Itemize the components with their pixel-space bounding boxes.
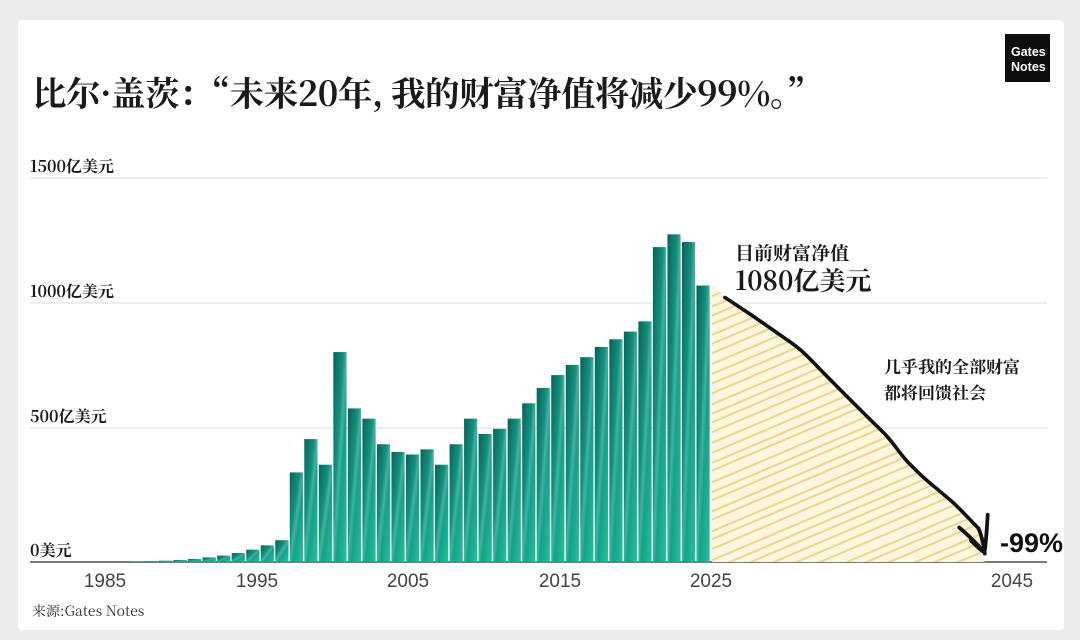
svg-text:1500亿美元: 1500亿美元 — [30, 154, 114, 177]
svg-text:1995: 1995 — [236, 571, 278, 592]
svg-text:都将回馈社会: 都将回馈社会 — [884, 379, 986, 404]
svg-text:1080亿美元: 1080亿美元 — [735, 261, 871, 298]
svg-text:1985: 1985 — [84, 571, 126, 592]
svg-text:几乎我的全部财富: 几乎我的全部财富 — [884, 353, 1020, 378]
svg-text:0美元: 0美元 — [30, 538, 72, 561]
svg-text:2015: 2015 — [539, 571, 581, 592]
svg-text:-99%: -99% — [1000, 528, 1063, 558]
svg-text:1000亿美元: 1000亿美元 — [30, 279, 114, 302]
svg-text:2045: 2045 — [991, 571, 1033, 592]
svg-text:2005: 2005 — [387, 571, 429, 592]
svg-text:500亿美元: 500亿美元 — [30, 404, 106, 427]
svg-text:2025: 2025 — [690, 571, 732, 592]
